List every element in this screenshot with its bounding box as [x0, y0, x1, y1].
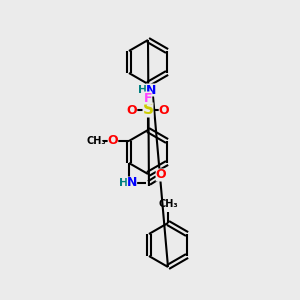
Text: O: O — [159, 103, 169, 116]
Text: F: F — [144, 92, 152, 104]
Text: N: N — [127, 176, 137, 190]
Text: H: H — [119, 178, 129, 188]
Text: CH₃: CH₃ — [158, 199, 178, 209]
Text: O: O — [127, 103, 137, 116]
Text: N: N — [146, 83, 156, 97]
Text: S: S — [142, 103, 154, 118]
Text: O: O — [108, 134, 118, 148]
Text: CH₃: CH₃ — [86, 136, 106, 146]
Text: H: H — [138, 85, 148, 95]
Text: O: O — [156, 169, 166, 182]
